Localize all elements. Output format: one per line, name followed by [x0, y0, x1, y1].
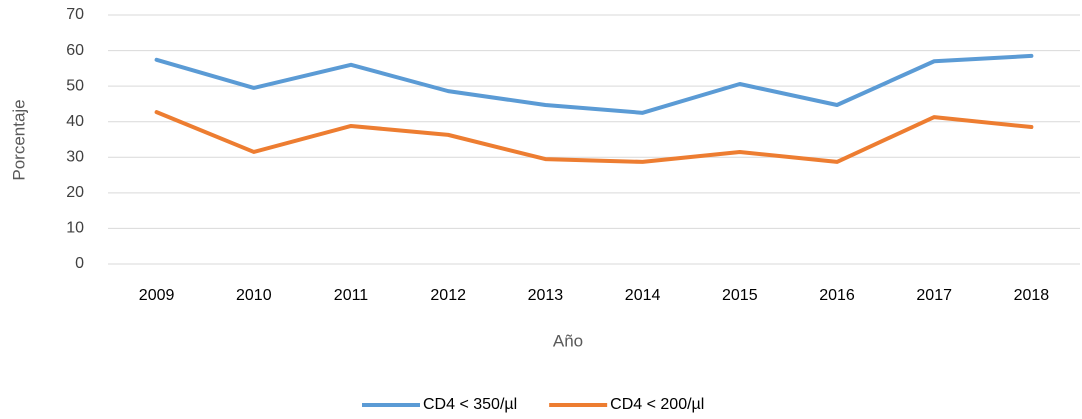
y-tick-label: 10 [66, 220, 84, 237]
y-tick-label: 70 [66, 6, 84, 23]
x-tick-label: 2015 [722, 287, 758, 304]
y-tick-label: 50 [66, 77, 84, 94]
x-tick-label: 2014 [625, 287, 661, 304]
x-tick-label: 2018 [1014, 287, 1050, 304]
x-tick-label: 2017 [916, 287, 952, 304]
x-tick-label: 2011 [334, 287, 369, 304]
x-axis-title: Año [553, 331, 583, 350]
x-tick-label: 2009 [139, 287, 175, 304]
y-tick-label: 40 [66, 113, 84, 130]
legend-label: CD4 < 200/µl [610, 396, 704, 413]
y-tick-label: 20 [66, 184, 84, 201]
x-tick-label: 2016 [819, 287, 855, 304]
data-line [154, 110, 1034, 164]
y-tick-label: 30 [66, 149, 84, 166]
y-axis-title: Porcentaje [9, 99, 28, 180]
data-line [154, 53, 1034, 115]
y-tick-label: 60 [66, 42, 84, 59]
y-tick-label: 0 [75, 255, 84, 272]
legend-label: CD4 < 350/µl [423, 396, 517, 413]
x-tick-label: 2010 [236, 287, 272, 304]
x-tick-label: 2012 [430, 287, 466, 304]
x-tick-label: 2013 [528, 287, 564, 304]
